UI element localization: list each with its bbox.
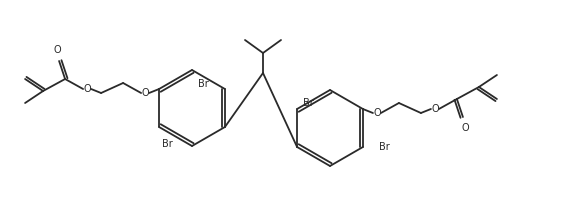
Text: O: O (373, 108, 381, 118)
Text: Br: Br (162, 139, 173, 149)
Text: O: O (84, 84, 91, 94)
Text: O: O (461, 123, 469, 133)
Text: Br: Br (198, 79, 209, 89)
Text: O: O (431, 104, 439, 114)
Text: O: O (141, 88, 149, 98)
Text: Br: Br (379, 142, 390, 152)
Text: O: O (53, 45, 61, 55)
Text: Br: Br (303, 98, 314, 108)
